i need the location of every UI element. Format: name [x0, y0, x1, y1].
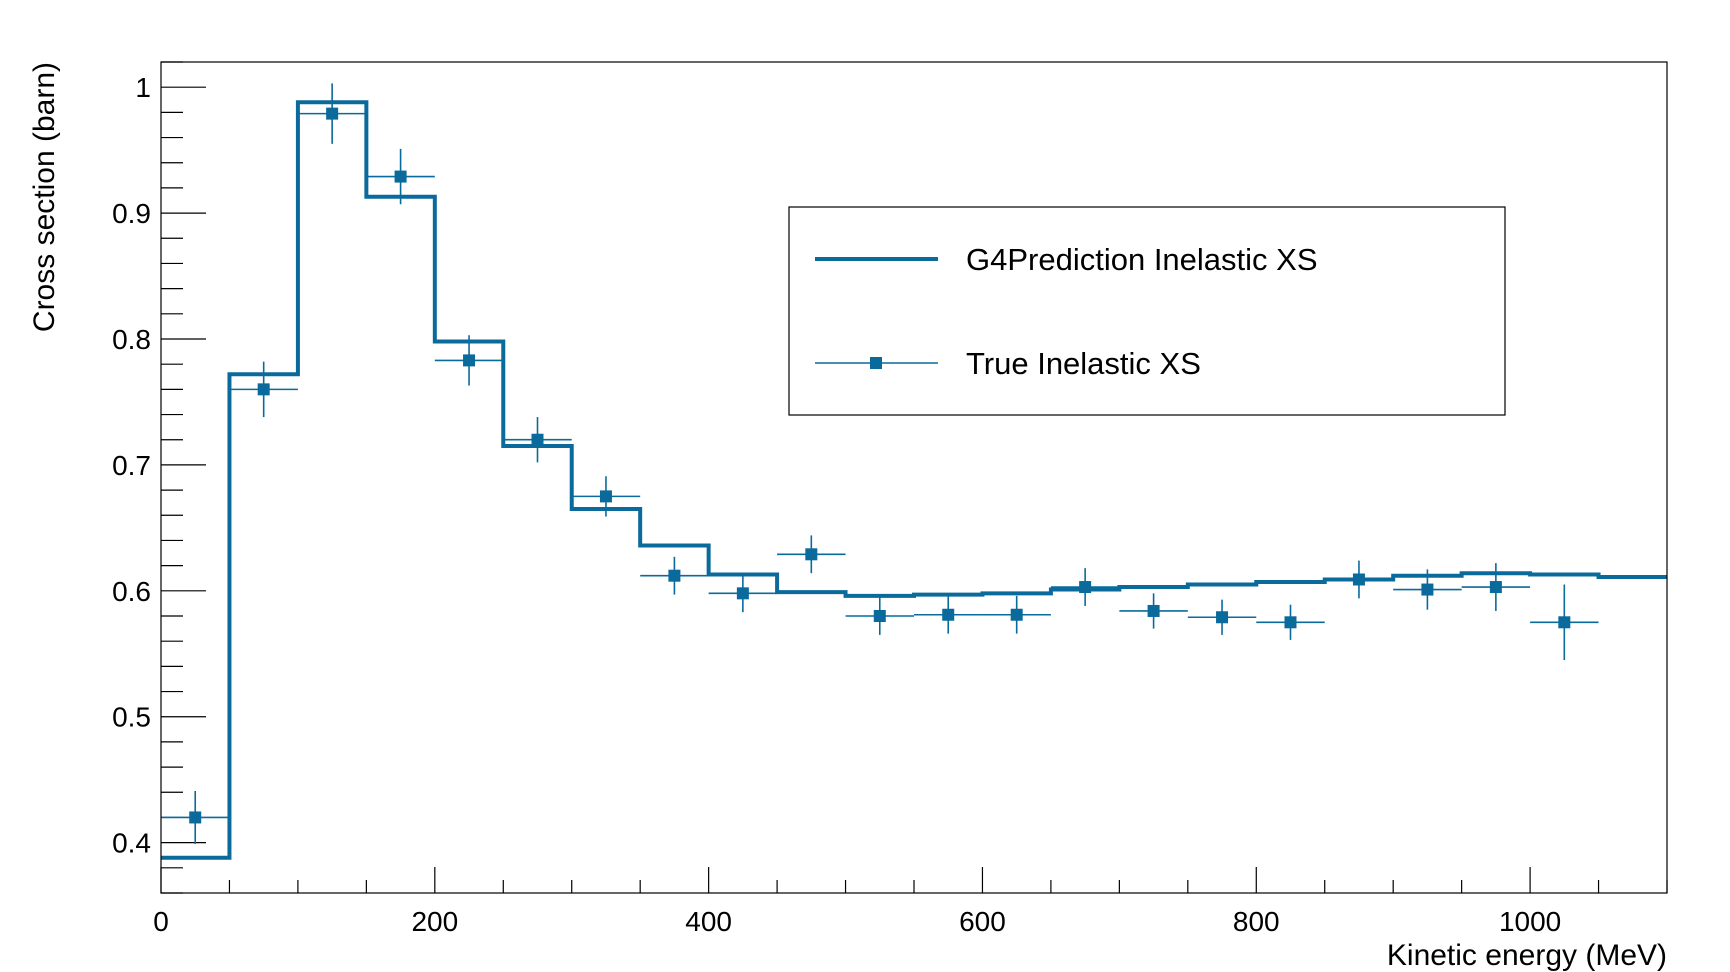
- marker: [257, 383, 270, 396]
- y-tick-label: 0.9: [112, 198, 151, 229]
- true-xs-point: [571, 476, 641, 517]
- marker: [1421, 583, 1434, 596]
- legend-swatch-true-marker: [870, 357, 882, 369]
- x-tick-label: 800: [1233, 906, 1280, 937]
- g4prediction-histogram: [161, 100, 1667, 860]
- plot-frame: [160, 61, 1668, 894]
- x-tick-label: 600: [959, 906, 1006, 937]
- true-xs-point: [1119, 593, 1188, 629]
- marker: [1352, 573, 1365, 586]
- true-xs-point: [845, 597, 914, 635]
- true-xs-point: [297, 83, 367, 144]
- plot-area: [161, 83, 1667, 860]
- true-xs-point: [503, 417, 572, 463]
- true-xs-point: [914, 595, 983, 634]
- axes: 0 200 400 600 800 1000 0.4 0.5 0.6 0.7 0.8 0.9 1: [112, 61, 1668, 937]
- marker: [805, 548, 818, 561]
- legend-label-true-inelastic: True Inelastic XS: [966, 346, 1201, 381]
- true-xs-point: [1461, 563, 1531, 611]
- true-xs-point: [1256, 604, 1325, 640]
- marker: [1284, 616, 1297, 629]
- true-xs-point: [366, 148, 435, 205]
- marker: [668, 569, 681, 582]
- true-xs-point: [229, 361, 298, 418]
- y-tick-label: 0.5: [112, 702, 151, 733]
- true-xs-point: [434, 335, 504, 386]
- true-xs-point: [1050, 568, 1120, 606]
- true-xs-point: [982, 595, 1051, 634]
- y-axis-title: Cross section (barn): [28, 62, 61, 332]
- marker: [463, 354, 476, 367]
- y-tick-label: 0.6: [112, 576, 151, 607]
- x-tick-label: 1000: [1499, 906, 1561, 937]
- marker: [942, 608, 955, 621]
- x-tick-label: 400: [685, 906, 732, 937]
- legend-box: [788, 206, 1506, 416]
- true-xs-point: [640, 556, 709, 595]
- marker: [599, 490, 612, 503]
- marker: [1489, 581, 1502, 594]
- x-tick-label: 200: [411, 906, 458, 937]
- y-tick-label: 0.8: [112, 324, 151, 355]
- marker: [1558, 616, 1571, 629]
- marker: [394, 170, 407, 183]
- marker: [1010, 608, 1023, 621]
- marker: [873, 610, 886, 622]
- marker: [189, 811, 202, 824]
- x-tick-label: 0: [153, 906, 169, 937]
- x-axis-title: Kinetic energy (MeV): [1387, 939, 1667, 972]
- marker: [531, 433, 544, 446]
- true-xs-point: [1324, 560, 1394, 599]
- y-tick-label: 1: [135, 72, 151, 103]
- marker: [1216, 611, 1229, 624]
- true-xs-point: [708, 574, 778, 613]
- marker: [1147, 604, 1160, 617]
- marker: [736, 587, 749, 600]
- true-xs-point: [161, 791, 230, 844]
- true-xs-point: [777, 535, 846, 574]
- marker: [1079, 581, 1092, 594]
- marker: [326, 107, 339, 120]
- legend-label-g4prediction: G4Prediction Inelastic XS: [966, 242, 1318, 277]
- true-xs-point: [1393, 569, 1462, 610]
- true-xs-point: [1187, 599, 1257, 635]
- y-tick-label: 0.7: [112, 450, 151, 481]
- y-tick-label: 0.4: [112, 828, 151, 859]
- true-xs-point: [1530, 584, 1599, 661]
- legend: G4Prediction Inelastic XS True Inelastic…: [788, 206, 1506, 416]
